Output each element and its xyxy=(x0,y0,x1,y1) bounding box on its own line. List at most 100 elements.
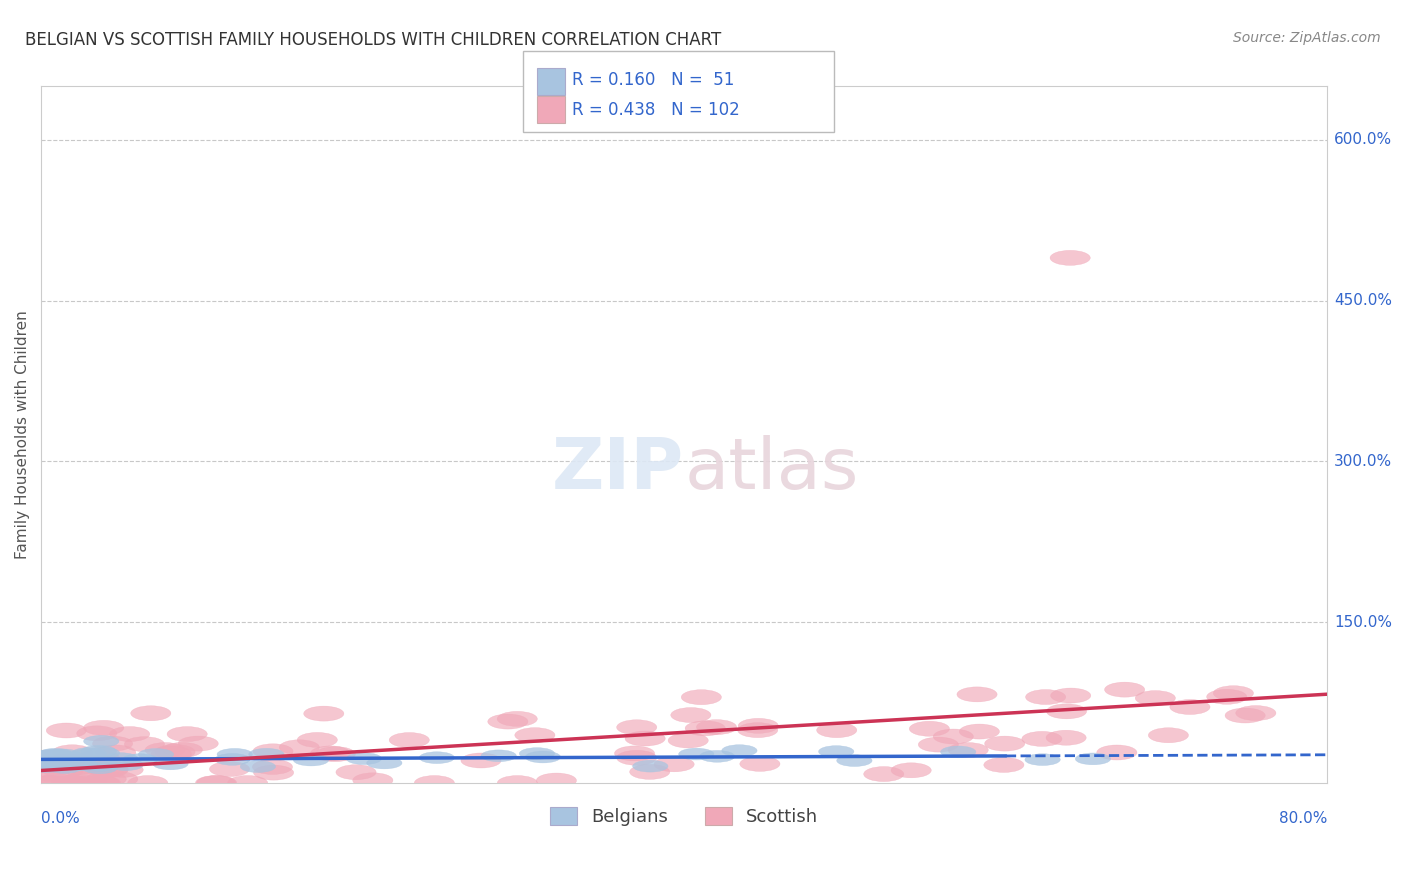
Ellipse shape xyxy=(515,728,555,743)
Text: 300.0%: 300.0% xyxy=(1334,454,1392,469)
Ellipse shape xyxy=(891,763,931,778)
Ellipse shape xyxy=(28,750,63,763)
Ellipse shape xyxy=(153,758,188,770)
Ellipse shape xyxy=(131,706,172,721)
Text: 450.0%: 450.0% xyxy=(1334,293,1392,309)
Ellipse shape xyxy=(315,747,356,762)
Ellipse shape xyxy=(39,749,75,761)
Ellipse shape xyxy=(155,745,195,759)
Ellipse shape xyxy=(461,753,501,768)
Ellipse shape xyxy=(1076,753,1111,764)
Text: BELGIAN VS SCOTTISH FAMILY HOUSEHOLDS WITH CHILDREN CORRELATION CHART: BELGIAN VS SCOTTISH FAMILY HOUSEHOLDS WI… xyxy=(25,31,721,49)
Ellipse shape xyxy=(82,746,117,757)
Ellipse shape xyxy=(45,749,82,761)
Ellipse shape xyxy=(297,732,337,747)
Ellipse shape xyxy=(179,736,218,751)
Ellipse shape xyxy=(294,754,329,766)
Ellipse shape xyxy=(910,722,949,736)
Ellipse shape xyxy=(44,755,84,770)
Ellipse shape xyxy=(740,756,780,772)
Ellipse shape xyxy=(110,726,150,741)
Ellipse shape xyxy=(1225,708,1265,723)
Ellipse shape xyxy=(93,736,132,751)
Ellipse shape xyxy=(614,746,655,761)
Y-axis label: Family Households with Children: Family Households with Children xyxy=(15,310,30,559)
Ellipse shape xyxy=(79,750,120,765)
Ellipse shape xyxy=(72,747,107,759)
Ellipse shape xyxy=(1025,754,1060,765)
Ellipse shape xyxy=(863,766,904,781)
Ellipse shape xyxy=(83,735,120,747)
Ellipse shape xyxy=(66,775,105,790)
Ellipse shape xyxy=(696,720,737,735)
Ellipse shape xyxy=(86,772,127,787)
Ellipse shape xyxy=(311,746,350,761)
Ellipse shape xyxy=(215,754,250,765)
Ellipse shape xyxy=(44,764,83,778)
Ellipse shape xyxy=(30,775,69,790)
Ellipse shape xyxy=(45,756,82,767)
Ellipse shape xyxy=(721,745,756,756)
Ellipse shape xyxy=(30,775,69,790)
Ellipse shape xyxy=(96,745,136,760)
Ellipse shape xyxy=(679,748,714,760)
Ellipse shape xyxy=(122,754,157,765)
Ellipse shape xyxy=(626,731,665,746)
Ellipse shape xyxy=(617,750,657,765)
Ellipse shape xyxy=(63,754,103,769)
Ellipse shape xyxy=(346,753,381,764)
Text: 80.0%: 80.0% xyxy=(1279,811,1327,826)
Ellipse shape xyxy=(738,723,778,738)
Ellipse shape xyxy=(1149,728,1188,743)
Ellipse shape xyxy=(1213,686,1254,701)
Ellipse shape xyxy=(1105,682,1144,698)
Ellipse shape xyxy=(1046,704,1087,719)
Ellipse shape xyxy=(138,748,174,760)
Ellipse shape xyxy=(304,706,344,721)
Ellipse shape xyxy=(82,757,122,772)
Ellipse shape xyxy=(1170,699,1211,714)
Ellipse shape xyxy=(253,744,292,759)
Ellipse shape xyxy=(630,764,669,780)
Text: atlas: atlas xyxy=(685,435,859,504)
Ellipse shape xyxy=(217,748,253,760)
Text: 0.0%: 0.0% xyxy=(41,811,80,826)
Ellipse shape xyxy=(240,761,276,772)
Ellipse shape xyxy=(28,752,63,764)
Text: 150.0%: 150.0% xyxy=(1334,615,1392,630)
Ellipse shape xyxy=(70,749,105,761)
Ellipse shape xyxy=(419,752,454,764)
Ellipse shape xyxy=(145,742,186,757)
Ellipse shape xyxy=(108,759,143,771)
Text: 600.0%: 600.0% xyxy=(1334,132,1392,147)
Ellipse shape xyxy=(1022,731,1062,747)
Ellipse shape xyxy=(367,757,402,769)
Ellipse shape xyxy=(654,756,695,772)
Ellipse shape xyxy=(1025,690,1066,705)
Ellipse shape xyxy=(53,752,89,764)
Ellipse shape xyxy=(668,733,709,748)
Ellipse shape xyxy=(498,711,537,726)
Ellipse shape xyxy=(1206,690,1247,705)
Ellipse shape xyxy=(34,756,70,768)
Ellipse shape xyxy=(228,775,267,790)
Ellipse shape xyxy=(934,729,973,744)
Ellipse shape xyxy=(35,758,70,771)
Ellipse shape xyxy=(80,775,121,790)
Ellipse shape xyxy=(481,750,516,762)
Ellipse shape xyxy=(162,742,202,757)
Ellipse shape xyxy=(28,761,63,772)
Ellipse shape xyxy=(519,747,555,759)
Ellipse shape xyxy=(682,690,721,705)
Ellipse shape xyxy=(152,747,191,761)
Ellipse shape xyxy=(124,737,165,752)
Ellipse shape xyxy=(30,766,69,781)
Ellipse shape xyxy=(128,775,167,790)
Ellipse shape xyxy=(37,757,72,769)
Ellipse shape xyxy=(389,732,429,747)
Ellipse shape xyxy=(89,762,128,777)
Ellipse shape xyxy=(984,757,1024,772)
Ellipse shape xyxy=(817,723,856,738)
Ellipse shape xyxy=(1050,251,1090,265)
Ellipse shape xyxy=(209,762,250,777)
